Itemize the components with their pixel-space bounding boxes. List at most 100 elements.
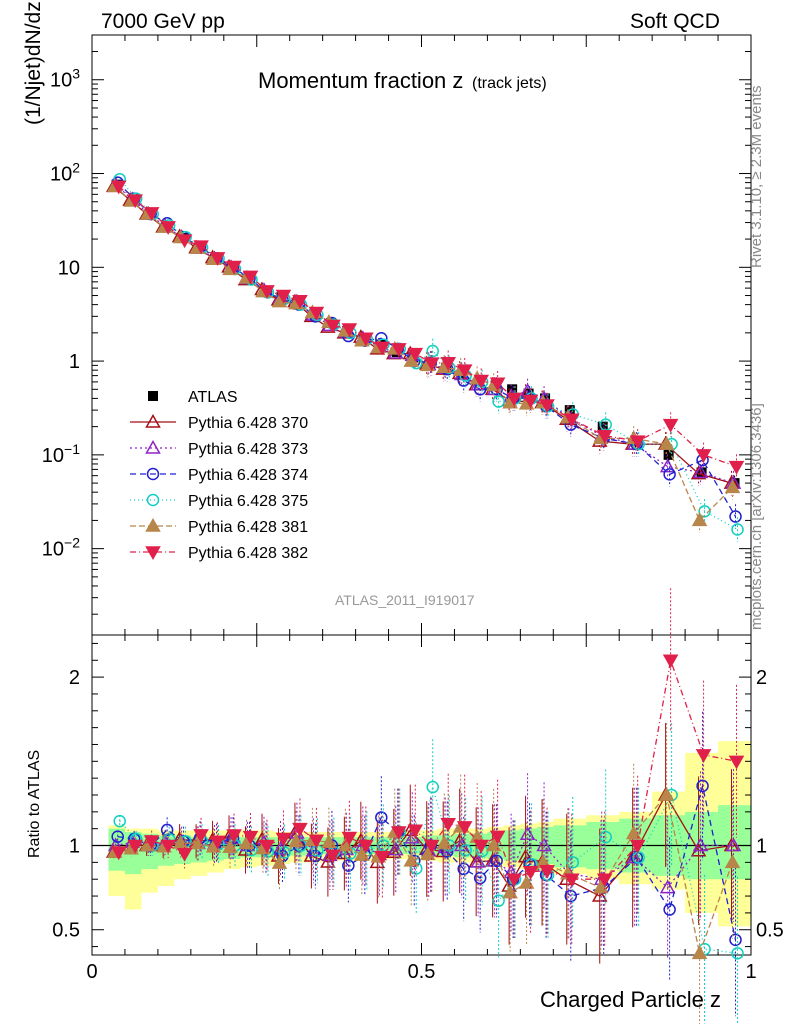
data-point [662,418,679,433]
ratio-y-tick-label-right: 0.5 [756,920,784,942]
legend-entry: ATLAS [148,389,238,406]
ratio-point [341,831,358,846]
ratio-point [193,829,209,843]
ratio-point [662,654,679,669]
ratio-panel: 0 0.5 10.5 0.51 12 2 Ratio to ATLAS [26,588,784,1024]
ratio-point [517,848,534,863]
ratio-point [160,823,174,837]
data-point [423,357,440,372]
ratio-point [456,821,473,835]
ratio-y-axis-label: Ratio to ATLAS [26,750,43,858]
data-point [440,356,456,371]
ratio-point [724,854,741,869]
ratio-point [473,839,489,854]
ratio-point [403,852,420,867]
main-title-text: Momentum fraction z [258,68,463,93]
ratio-point [288,833,304,848]
data-point [292,294,308,309]
data-point [522,394,539,409]
ratio-point [489,830,506,845]
data-point [193,240,209,255]
data-point [275,289,292,304]
main-y-tick-label: 103 [50,66,80,92]
legend-label: Pythia 6.428 373 [188,441,308,458]
ratio-point [658,786,675,801]
ratio-point [423,839,440,854]
data-point [663,468,676,481]
data-point [658,436,675,450]
ratio-y-tick-label-left: 2 [69,667,80,689]
ratio-point [725,837,742,852]
legend-marker [145,413,161,428]
ratio-point [275,832,292,847]
ratio-point [591,888,608,902]
ratio-series-layer [105,588,745,1024]
legend-label: Pythia 6.428 381 [188,519,308,536]
ratio-point [566,856,580,869]
ratio-point [354,847,370,861]
legend-marker [145,439,161,454]
data-point [597,421,608,432]
ratio-point [176,847,193,862]
data-point [596,429,613,444]
ratio-point [342,859,355,872]
data-point [407,347,424,362]
data-point [209,252,226,266]
series-6 [110,180,745,479]
ratio-point [375,811,388,824]
uncertainty-band-yellow [108,741,752,927]
main-title: Momentum fraction z (track jets) [258,68,547,93]
ratio-point [729,933,742,947]
data-point [728,460,745,475]
ratio-point [625,825,642,840]
data-point [539,399,555,414]
analysis-label: ATLAS_2011_I919017 [335,592,475,608]
data-point [731,523,744,536]
legend-marker [145,546,161,561]
main-series-layer [105,172,745,542]
data-point [226,260,242,275]
data-point [242,270,259,285]
legend-label: Pythia 6.428 370 [188,415,308,432]
ratio-point [457,862,470,876]
ratio-point [374,851,391,865]
ratio-line [115,831,734,889]
ratio-point [696,779,709,793]
ratio-point [391,826,407,841]
main-y-tick-label: 10 [58,257,80,279]
legend: ATLAS Pythia 6.428 370 Pythia 6.428 373 Pyt… [130,389,308,562]
data-point [506,392,522,407]
ratio-point [539,865,555,879]
legend-entry: Pythia 6.428 381 [130,517,308,536]
data-point [489,377,506,392]
data-point [492,395,505,408]
header-left: 7000 GeV pp [101,10,225,33]
ratio-point [563,873,580,888]
data-point [563,413,580,428]
legend-entry: Pythia 6.428 375 [130,493,308,510]
data-point [341,323,358,337]
ratio-y-tick-label-right: 2 [756,667,767,689]
ratio-series-6 [110,588,745,947]
data-point [176,234,193,249]
legend-entry: Pythia 6.428 382 [130,545,308,562]
data-point [695,449,712,463]
main-y-tick-label: 10−1 [42,441,80,467]
ratio-point [695,749,712,763]
data-point [143,207,160,221]
ratio-point [440,817,456,832]
ratio-point [502,884,518,899]
ratio-point [663,903,676,916]
ratio-point [692,837,709,852]
ratio-point [596,873,613,888]
data-point [456,364,473,379]
legend-entry: Pythia 6.428 373 [130,439,308,458]
data-point [729,510,742,523]
main-y-tick-label: 1 [69,351,80,373]
ratio-y-tick-label-left: 0.5 [52,920,80,942]
data-point [473,374,489,389]
data-point [724,479,741,494]
legend-label: Pythia 6.428 382 [188,545,308,562]
